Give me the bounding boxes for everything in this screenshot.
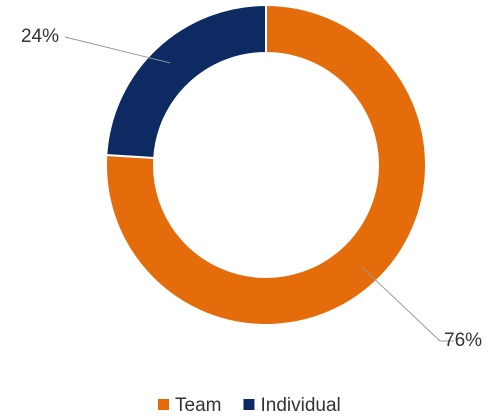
legend-swatch bbox=[158, 399, 169, 410]
donut-slice bbox=[105, 3, 267, 160]
leader-line bbox=[361, 266, 454, 342]
data-label: 24% bbox=[21, 26, 59, 47]
legend-label: Team bbox=[175, 395, 221, 416]
data-label: 76% bbox=[444, 330, 482, 351]
leader-line bbox=[64, 36, 171, 64]
legend-label: Individual bbox=[260, 395, 340, 416]
donut-slice bbox=[105, 3, 427, 326]
legend-swatch bbox=[243, 399, 255, 410]
